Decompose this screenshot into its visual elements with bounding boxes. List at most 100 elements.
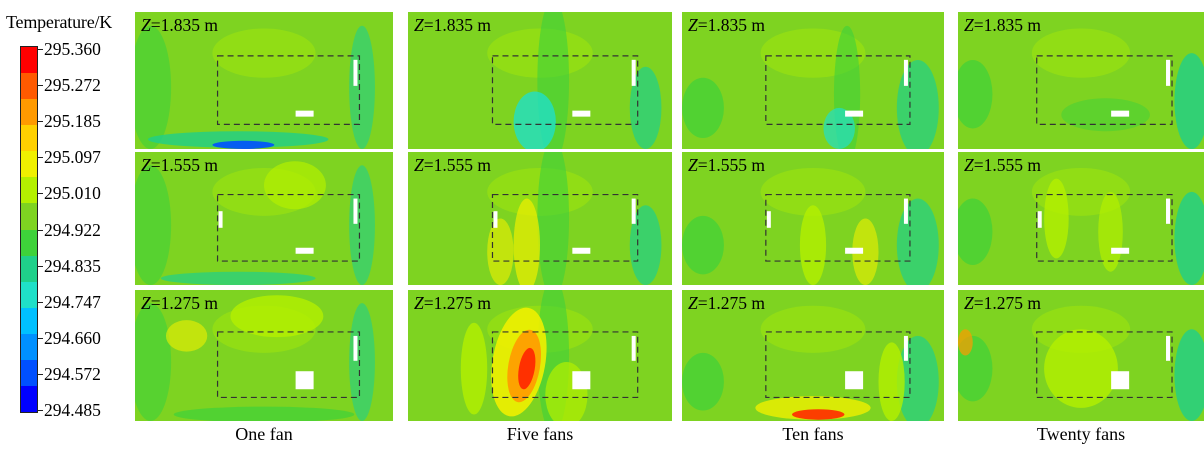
contour-panel-five-fans-row-1: Z=1.835 m [408,12,672,149]
contour-region [682,215,724,275]
white-obstacle [1037,211,1042,228]
contour-region [823,107,855,149]
panel-height-value: =1.555 m [423,155,491,175]
contour-region [1044,329,1118,408]
contour-field [958,167,1204,285]
legend-swatch [21,359,37,387]
contour-region [147,131,329,148]
dashed-room-outline [765,331,911,399]
legend-color-bar [20,46,38,413]
legend-tick-mark [38,230,43,231]
contour-panel-five-fans-row-3: Z=1.275 m [408,290,672,421]
panel-height-variable: Z [414,155,424,175]
legend-tick-mark [38,410,43,411]
contour-panel-twenty-fans-row-2: Z=1.555 m [958,152,1204,285]
contour-region [513,91,556,149]
dashed-room-outline [765,193,911,262]
contour-region [958,329,973,356]
contour-field [682,305,939,421]
dashed-room-outline [1036,55,1173,125]
white-obstacle [903,198,908,224]
panel-height-label: Z=1.555 m [688,155,765,176]
contour-field [682,167,939,285]
white-obstacle [1111,110,1130,117]
white-obstacle [1166,59,1171,86]
white-obstacle [766,211,771,228]
white-obstacle [1111,371,1130,390]
legend-tick-label: 295.272 [44,75,101,96]
panel-height-variable: Z [141,15,151,35]
panel-height-value: =1.555 m [973,155,1041,175]
column-label-one-fan: One fan [235,424,293,444]
panel-height-variable: Z [688,293,698,313]
legend-tick-label: 294.572 [44,363,101,384]
column-label-five-fans: Five fans [506,424,574,444]
legend-swatch [21,125,37,152]
contour-region [173,406,355,421]
white-obstacle [572,110,591,117]
contour-region [212,28,316,78]
panel-height-label: Z=1.555 m [141,155,218,176]
contour-region [792,409,845,420]
contour-region [799,205,827,285]
panel-height-value: =1.835 m [697,15,765,35]
contour-region [135,25,172,149]
panel-height-variable: Z [414,293,424,313]
contour-region [682,352,724,411]
white-obstacle [631,335,636,361]
legend-swatch [21,307,37,334]
contour-region [212,140,275,149]
white-obstacle [572,371,591,390]
dashed-room-outline [491,331,639,399]
contour-region [264,161,326,210]
contour-region [230,295,324,338]
white-obstacle [295,247,314,254]
legend-swatch [21,177,37,204]
legend-tick-label: 294.922 [44,219,101,240]
dashed-room-outline [765,55,911,125]
legend-tick-mark [38,338,43,339]
legend-swatch [21,281,37,308]
contour-panel-one-fan-row-3: Z=1.275 m [135,290,393,421]
legend-tick-label: 294.660 [44,327,101,348]
legend-tick-mark [38,266,43,267]
white-obstacle [353,59,358,86]
legend-tick-mark [38,374,43,375]
legend-swatch [21,151,37,178]
contour-region [852,218,879,285]
white-obstacle [631,198,636,224]
dashed-room-outline [491,193,639,262]
panel-height-value: =1.835 m [973,15,1041,35]
white-obstacle [572,247,591,254]
legend-tick-mark [38,49,43,50]
contour-region [1174,191,1204,285]
contour-field [135,25,375,149]
panel-height-variable: Z [141,293,151,313]
legend-tick-mark [38,193,43,194]
contour-region [160,271,316,285]
contour-region [1061,98,1150,132]
dashed-room-outline [216,331,361,399]
legend-tick-mark [38,85,43,86]
white-obstacle [353,335,358,361]
contour-region [1174,53,1204,149]
white-obstacle [845,247,864,254]
white-obstacle [353,198,358,224]
dashed-room-outline [491,55,639,125]
panel-height-label: Z=1.275 m [414,293,491,314]
panel-height-variable: Z [964,293,974,313]
panel-height-value: =1.275 m [973,293,1041,313]
contour-region [460,322,488,415]
contour-region [958,59,993,129]
white-obstacle [845,371,864,390]
panel-height-variable: Z [414,15,424,35]
legend-tick-label: 294.835 [44,255,101,276]
legend-swatch [21,99,37,126]
dashed-room-outline [216,55,361,125]
panel-height-value: =1.835 m [423,15,491,35]
contour-region [896,198,939,285]
white-obstacle [903,335,908,361]
contour-region [958,198,993,266]
contour-panel-ten-fans-row-1: Z=1.835 m [682,12,944,149]
contour-region [1098,191,1123,272]
